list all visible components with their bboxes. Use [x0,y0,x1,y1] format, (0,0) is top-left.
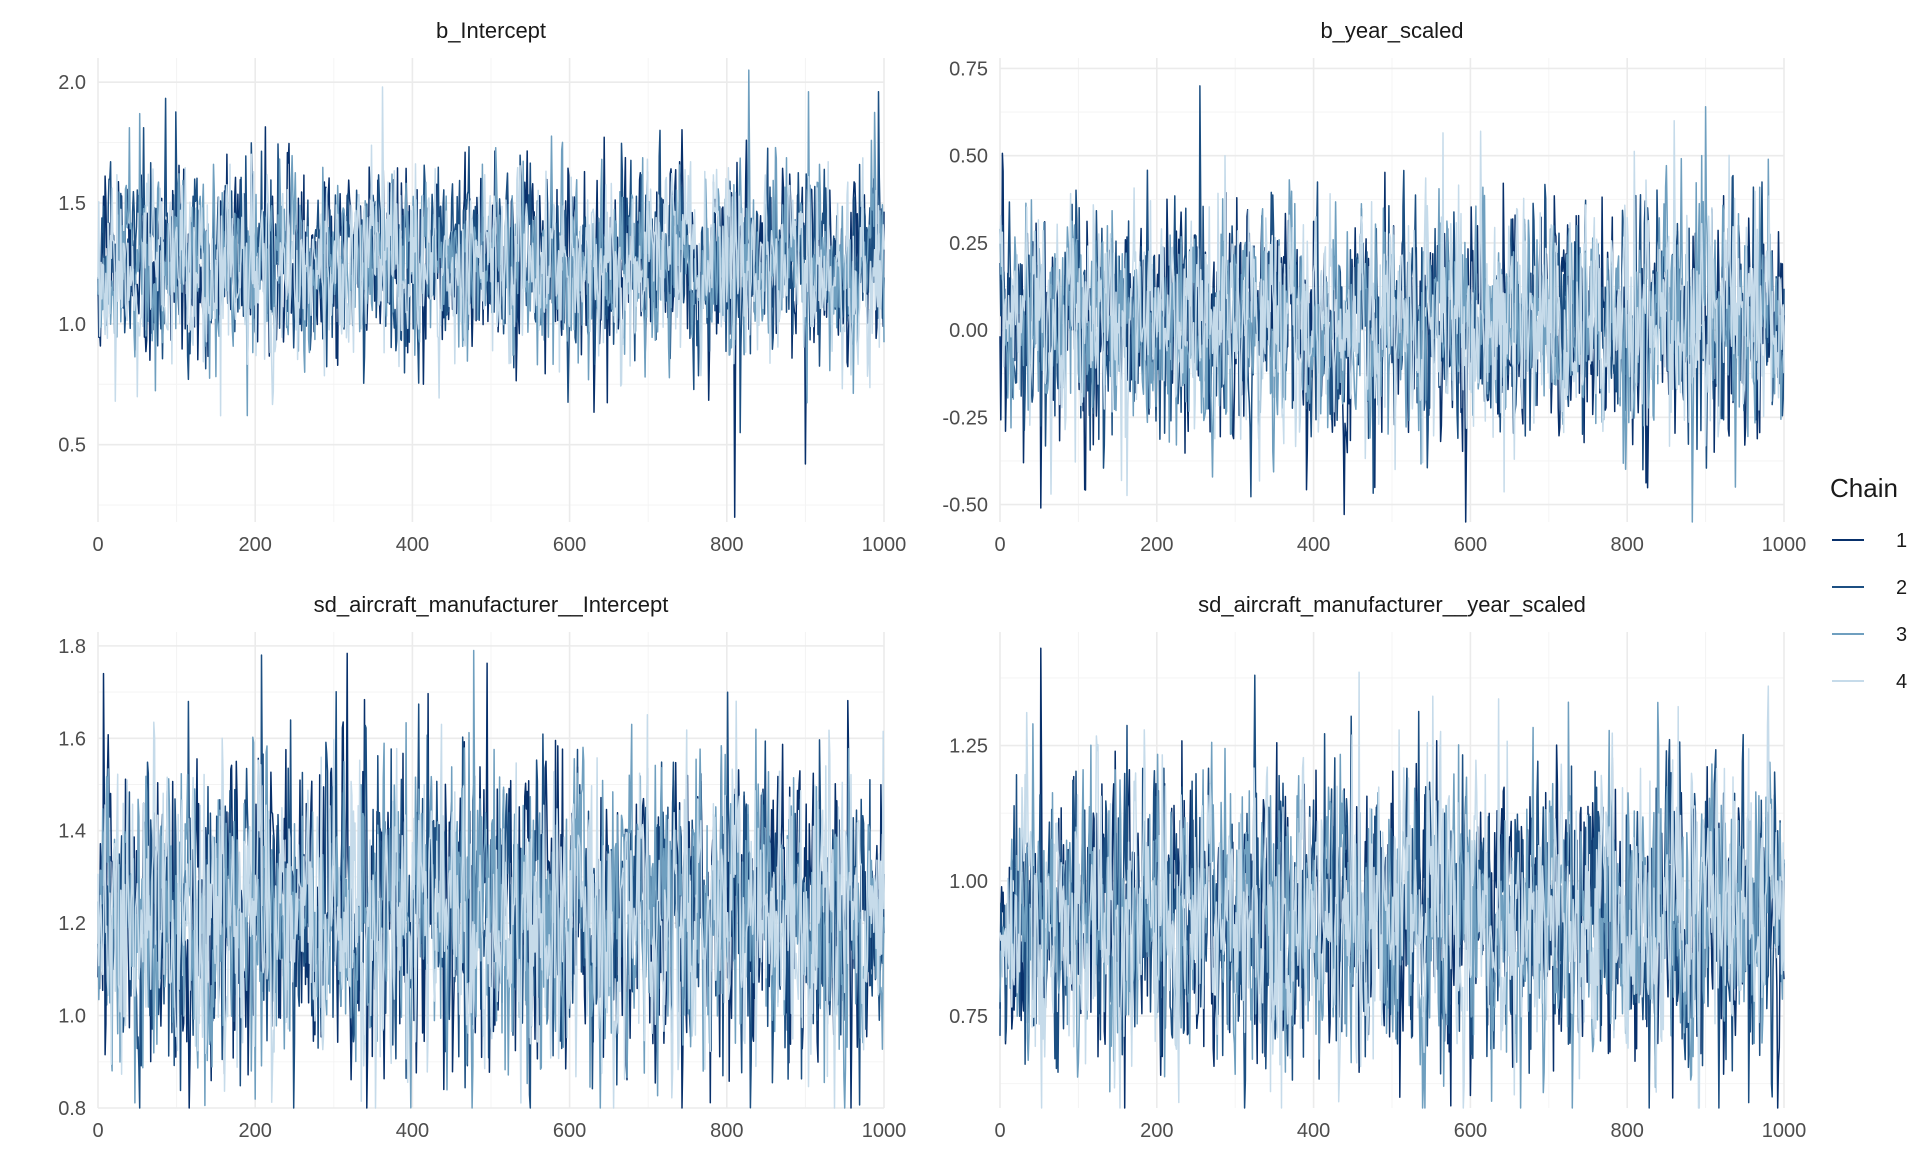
y-tick-label: 1.2 [58,913,86,935]
x-tick-label: 200 [239,1120,272,1142]
x-tick-label: 800 [710,1120,743,1142]
legend-label-chain-4: 4 [1896,671,1907,693]
x-tick-label: 0 [994,534,1005,556]
y-tick-label: 1.25 [949,736,988,758]
x-tick-label: 400 [1297,534,1330,556]
legend-title: Chain [1830,473,1898,503]
x-tick-label: 400 [396,534,429,556]
y-tick-label: 0.25 [949,233,988,255]
x-tick-label: 200 [1140,1120,1173,1142]
y-tick-label: 1.0 [58,314,86,336]
trace-panel-4: sd_aircraft_manufacturer__year_scaled 0 20… [949,592,1806,1142]
y-tick-label: 0.8 [58,1098,86,1120]
x-tick-label: 200 [239,534,272,556]
x-tick-label: 1000 [862,534,907,556]
y-tick-label: 0.75 [949,1006,988,1028]
panel-title: b_year_scaled [1320,18,1463,43]
x-tick-label: 0 [92,1120,103,1142]
legend-label-chain-2: 2 [1896,577,1907,599]
y-tick-label: -0.50 [942,495,988,517]
panel-title: sd_aircraft_manufacturer__year_scaled [1198,592,1586,617]
y-tick-label: 0.50 [949,146,988,168]
chain-legend: Chain 1 2 3 4 [1830,473,1907,693]
x-tick-label: 600 [553,534,586,556]
trace-line-chain-4 [999,671,1785,1109]
x-tick-label: 600 [1454,534,1487,556]
y-tick-label: 1.8 [58,636,86,658]
trace-line-chain-4 [999,120,1785,497]
y-tick-label: 0.00 [949,320,988,342]
trace-line-chain-4 [97,86,885,417]
x-tick-label: 1000 [1762,534,1807,556]
x-tick-label: 1000 [1762,1120,1807,1142]
y-tick-label: 2.0 [58,72,86,94]
x-tick-label: 800 [710,534,743,556]
x-tick-label: 400 [396,1120,429,1142]
y-tick-label: 1.0 [58,1006,86,1028]
y-tick-label: 1.4 [58,821,86,843]
x-tick-label: 600 [553,1120,586,1142]
trace-panel-2: b_year_scaled 0 200 400 600 800 1000 -0.50 -0.25… [942,18,1806,556]
panel-title: sd_aircraft_manufacturer__Intercept [314,592,669,617]
trace-line-chain-4 [97,700,885,1109]
x-tick-label: 600 [1454,1120,1487,1142]
x-tick-label: 800 [1611,1120,1644,1142]
x-tick-label: 200 [1140,534,1173,556]
y-tick-label: -0.25 [942,407,988,429]
trace-panel-1: b_Intercept 0 200 400 600 800 1000 0.5 1.0 1.5 2.0 [58,18,906,556]
trace-panel-3: sd_aircraft_manufacturer__Intercept 0 200 4… [58,592,906,1142]
legend-label-chain-1: 1 [1896,530,1907,552]
x-tick-label: 0 [92,534,103,556]
y-tick-label: 1.6 [58,728,86,750]
legend-label-chain-3: 3 [1896,624,1907,646]
y-tick-label: 0.5 [58,435,86,457]
panel-title: b_Intercept [436,18,546,43]
x-tick-label: 400 [1297,1120,1330,1142]
x-tick-label: 1000 [862,1120,907,1142]
y-tick-label: 1.00 [949,871,988,893]
y-tick-label: 0.75 [949,58,988,80]
y-tick-label: 1.5 [58,193,86,215]
x-tick-label: 800 [1611,534,1644,556]
x-tick-label: 0 [994,1120,1005,1142]
